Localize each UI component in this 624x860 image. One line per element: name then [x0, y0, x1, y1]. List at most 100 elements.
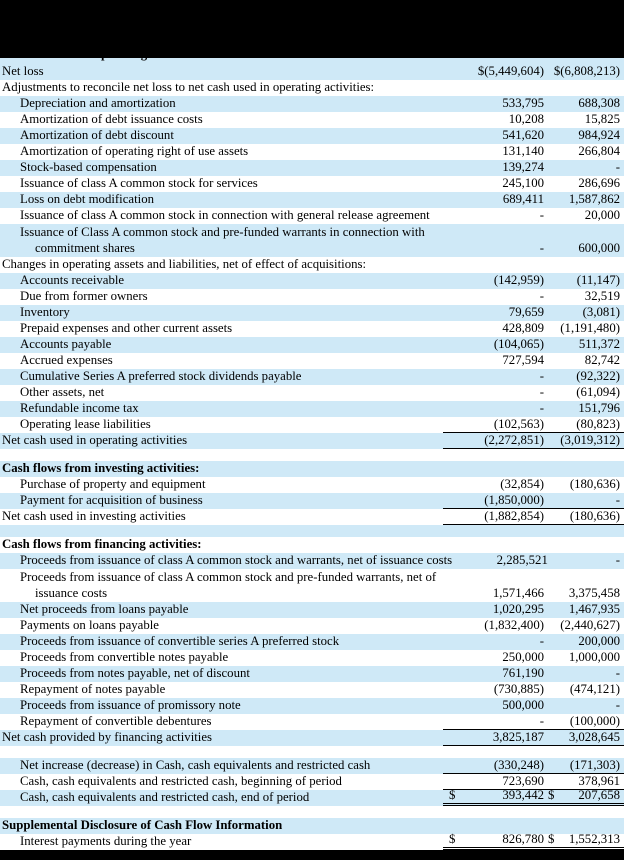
value-col2: (80,823) — [547, 417, 624, 433]
value-text: (2,440,627) — [560, 618, 620, 632]
row-label: Net loss — [2, 64, 44, 78]
table-row: Changes in operating assets and liabilit… — [0, 257, 624, 273]
spacer-row — [0, 806, 624, 818]
value-text: 82,742 — [584, 353, 620, 367]
value-col2: 600,000 — [547, 224, 624, 257]
value-text: (1,832,400) — [484, 618, 544, 632]
row-label: Depreciation and amortization — [20, 96, 176, 110]
row-label: Proceeds from notes payable, net of disc… — [20, 666, 250, 680]
row-label: Cash flows from investing activities: — [2, 461, 200, 475]
row-label: Net proceeds from loans payable — [20, 602, 189, 616]
value-col1: 2,285,521 — [452, 553, 551, 569]
table-row: Cumulative Series A preferred stock divi… — [0, 369, 624, 385]
value-col2: $(6,808,213) — [547, 64, 624, 80]
value-col1: 727,594 — [443, 353, 547, 369]
table-row: Amortization of debt discount 541,620 984,… — [0, 128, 624, 144]
row-label: Supplemental Disclosure of Cash Flow Inf… — [2, 818, 283, 832]
section-header-row: Supplemental Disclosure of Cash Flow Inf… — [0, 818, 624, 834]
row-label: Cash, cash equivalents and restricted ca… — [20, 774, 342, 788]
value-col2 — [547, 461, 624, 477]
row-label: Issuance of Class A common stock and pre… — [20, 225, 425, 255]
table-row: Due from former owners - 32,519 — [0, 289, 624, 305]
value-text: - — [539, 369, 544, 383]
value-text: 1,020,295 — [492, 602, 544, 616]
table-row: Prepaid expenses and other current asset… — [0, 321, 624, 337]
value-text: (1,191,480) — [560, 321, 620, 335]
row-label: Interest payments during the year — [20, 834, 192, 848]
row-label: Accrued expenses — [20, 353, 113, 367]
row-label: Accounts receivable — [20, 273, 125, 287]
value-col1: 689,411 — [443, 192, 547, 208]
row-label: Other assets, net — [20, 385, 105, 399]
value-text: 1,000,000 — [568, 650, 620, 664]
value-text: (3,019,312) — [560, 433, 620, 447]
value-text: (80,823) — [576, 417, 620, 431]
value-col1: - — [443, 634, 547, 650]
value-text: (1,882,854) — [484, 509, 544, 523]
value-col1: (2,272,851) — [443, 433, 547, 449]
table-row: Net loss $(5,449,604) $(6,808,213) — [0, 64, 624, 80]
value-text: - — [539, 401, 544, 415]
dollar-sign: $ — [548, 832, 555, 846]
value-text: (104,065) — [493, 337, 544, 351]
value-col1: 723,690 — [443, 774, 547, 790]
row-label: Proceeds from issuance of class A common… — [20, 570, 437, 600]
value-col2: 378,961 — [547, 774, 624, 790]
value-col1: 428,809 — [443, 321, 547, 337]
value-col2: 3,375,458 — [547, 569, 624, 602]
value-col2 — [547, 537, 624, 553]
row-label: Net increase (decrease) in Cash, cash eq… — [20, 758, 371, 772]
value-col2: $207,658 — [547, 788, 624, 806]
value-col1 — [443, 257, 547, 273]
statement-rows: Net loss $(5,449,604) $(6,808,213) Adjustme… — [0, 64, 624, 850]
value-col1: (104,065) — [443, 337, 547, 353]
value-col2: (180,636) — [547, 477, 624, 493]
bottom-black-bar — [0, 850, 624, 860]
table-row: Amortization of operating right of use a… — [0, 144, 624, 160]
table-row: Proceeds from notes payable, net of disc… — [0, 666, 624, 682]
table-row: Refundable income tax - 151,796 — [0, 401, 624, 417]
row-label: Proceeds from issuance of class A common… — [20, 553, 453, 567]
value-col1: (1,850,000) — [443, 493, 547, 509]
row-label: Net cash used in operating activities — [2, 433, 188, 447]
value-col2: 984,924 — [547, 128, 624, 144]
value-text: - — [539, 385, 544, 399]
value-text: (474,121) — [569, 682, 620, 696]
value-text: 723,690 — [502, 774, 544, 788]
spacer-row — [0, 449, 624, 461]
value-text: 3,028,645 — [568, 730, 620, 744]
table-row: Other assets, net - (61,094) — [0, 385, 624, 401]
value-text: 378,961 — [578, 774, 620, 788]
value-col1 — [443, 537, 547, 553]
row-label: Proceeds from convertible notes payable — [20, 650, 229, 664]
value-col1 — [443, 80, 547, 96]
value-col1: - — [443, 224, 547, 257]
row-label: Operating lease liabilities — [20, 417, 151, 431]
table-row: Proceeds from issuance of promissory not… — [0, 698, 624, 714]
value-col2: 3,028,645 — [547, 730, 624, 746]
value-col1 — [443, 461, 547, 477]
value-col1: - — [443, 714, 547, 730]
row-label: Net cash used in investing activities — [2, 509, 186, 523]
value-text: - — [539, 208, 544, 222]
value-col2: - — [547, 160, 624, 176]
table-row: Depreciation and amortization 533,795 688,… — [0, 96, 624, 112]
row-label: Amortization of operating right of use a… — [20, 144, 249, 158]
value-col1: 541,620 — [443, 128, 547, 144]
table-row: Issuance of class A common stock for ser… — [0, 176, 624, 192]
value-col1: 10,208 — [443, 112, 547, 128]
value-text: - — [539, 289, 544, 303]
value-text: 3,375,458 — [568, 585, 620, 600]
value-col1: - — [443, 401, 547, 417]
value-text: - — [615, 160, 620, 174]
value-text: - — [615, 698, 620, 712]
value-text: 15,825 — [584, 112, 620, 126]
value-text: 200,000 — [578, 634, 620, 648]
row-label: Proceeds from issuance of promissory not… — [20, 698, 241, 712]
value-text: (61,094) — [576, 385, 620, 399]
value-col2: (3,019,312) — [547, 433, 624, 449]
value-col1: 79,659 — [443, 305, 547, 321]
section-header-row: Cash flows from investing activities: — [0, 461, 624, 477]
table-row: Proceeds from convertible notes payable 2… — [0, 650, 624, 666]
table-row: Cash, cash equivalents and restricted ca… — [0, 774, 624, 790]
